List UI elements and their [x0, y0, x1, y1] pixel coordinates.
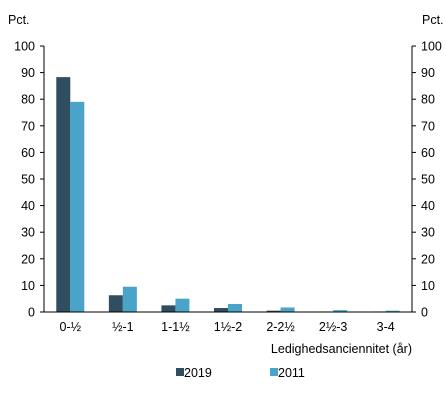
y-tick-label-right: 70 [421, 119, 435, 133]
bar-2011-2 [122, 286, 137, 312]
x-tick-label: 3-4 [377, 320, 395, 334]
y-tick-label-right: 10 [421, 279, 435, 293]
y-tick-label-right: 40 [421, 199, 435, 213]
y-tick-label-right: 0 [421, 306, 428, 320]
y-tick-label-right: 50 [421, 173, 435, 187]
x-tick-label: 2-2½ [266, 320, 295, 334]
y-tick-label-left: 60 [21, 146, 35, 160]
y-tick-label-left: 30 [21, 226, 35, 240]
y-tick-label-right: 80 [421, 93, 435, 107]
bar-2011-7 [385, 310, 400, 312]
bar-2011-5 [280, 307, 295, 312]
bar-2011-3 [175, 298, 190, 312]
bars [56, 77, 400, 312]
bar-2019-5 [266, 310, 281, 312]
y-tick-label-left: 20 [21, 252, 35, 266]
bar-2011-1 [70, 101, 85, 312]
y-tick-label-right: 30 [421, 226, 435, 240]
legend: 2019 2011 [176, 366, 305, 380]
x-axis: 0-½ ½-1 1-1½ 1½-2 2-2½ 2½-3 3-4 [60, 320, 395, 334]
y-axis-unit-left: Pct. [8, 13, 30, 27]
y-tick-label-left: 70 [21, 119, 35, 133]
y-tick-label-left: 50 [21, 173, 35, 187]
y-axis-left: 0 10 20 30 40 50 60 70 80 90 100 [14, 40, 45, 320]
x-tick-label: 1-1½ [161, 320, 190, 334]
y-tick-label-right: 60 [421, 146, 435, 160]
x-tick-label: ½-1 [112, 320, 134, 334]
x-tick-label: 0-½ [60, 320, 82, 334]
bar-2019-1 [56, 77, 71, 312]
x-axis-label: Ledighedsanciennitet (år) [271, 342, 412, 356]
y-tick-label-left: 90 [21, 66, 35, 80]
bar-2019-2 [108, 295, 123, 312]
bar-2011-6 [333, 310, 348, 312]
bar-2019-3 [161, 305, 176, 312]
y-axis-unit-right: Pct. [422, 13, 444, 27]
y-tick-label-right: 20 [421, 252, 435, 266]
y-tick-label-left: 80 [21, 93, 35, 107]
y-tick-label-left: 100 [14, 40, 35, 54]
x-tick-label: 2½-3 [319, 320, 348, 334]
legend-label-2019: 2019 [184, 366, 212, 380]
legend-swatch-2019 [176, 368, 184, 376]
legend-label-2011: 2011 [278, 366, 305, 380]
legend-swatch-2011 [270, 368, 278, 376]
y-tick-label-right: 100 [421, 40, 442, 54]
y-tick-label-right: 90 [421, 66, 435, 80]
y-tick-label-left: 10 [21, 279, 35, 293]
y-axis-right: 0 10 20 30 40 50 60 70 80 90 100 [411, 40, 442, 320]
y-tick-label-left: 40 [21, 199, 35, 213]
bar-2019-4 [214, 308, 228, 312]
y-tick-label-left: 0 [28, 306, 35, 320]
bar-2011-4 [228, 304, 242, 312]
x-tick-label: 1½-2 [214, 320, 243, 334]
